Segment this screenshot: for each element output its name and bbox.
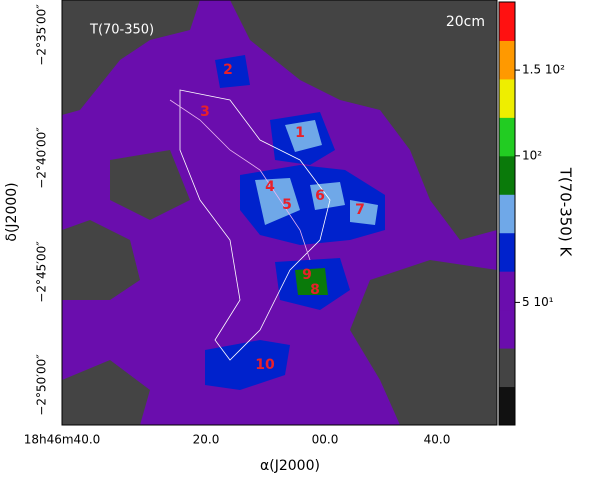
colorbar-swatch	[499, 2, 515, 41]
contour	[169, 99, 311, 261]
colorbar-swatch	[499, 348, 515, 388]
cold-region	[230, 0, 497, 240]
region-label: 6	[315, 188, 325, 204]
region-label: 2	[223, 62, 233, 78]
y-tick-label: −2°40′00″	[35, 127, 49, 189]
cold-region	[62, 0, 200, 115]
frame	[61, 0, 498, 426]
region-label: 7	[355, 202, 365, 218]
hot-region	[285, 120, 322, 152]
cold-region	[62, 220, 140, 300]
colorbar-swatch	[499, 386, 515, 426]
cold-region	[350, 260, 497, 425]
region-label: 9	[302, 267, 312, 283]
hot-region	[295, 268, 328, 295]
colorbar-label: T(70-350) K	[557, 167, 575, 258]
x-tick-label: 18h46m40.0	[24, 433, 101, 447]
x-tick-label: 20.0	[193, 433, 220, 447]
region-label: 3	[200, 104, 210, 120]
colorbar-swatch	[499, 194, 515, 234]
colorbar-tick-label: 10²	[522, 148, 542, 162]
x-axis-label: α(J2000)	[260, 458, 320, 474]
region-label: 10	[255, 357, 275, 373]
cold-region	[62, 360, 150, 425]
band-label: 20cm	[446, 14, 485, 30]
region-label: 5	[282, 197, 292, 213]
colorbar-swatch	[499, 78, 515, 118]
y-tick-label: −2°35′00″	[35, 4, 49, 66]
x-tick-label: 00.0	[312, 433, 339, 447]
colorbar-tick-label: 5 10¹	[522, 295, 554, 309]
region-label: 8	[310, 282, 320, 298]
warm-region	[215, 55, 250, 88]
y-tick-label: −2°45′00″	[35, 241, 49, 303]
y-axis-label: δ(J2000)	[4, 182, 20, 241]
colorbar-swatch	[499, 40, 515, 80]
map-title: T(70-350)	[89, 23, 154, 38]
colorbar-swatch	[499, 232, 515, 272]
region-label: 1	[295, 125, 305, 141]
contour	[179, 89, 331, 361]
region-label: 4	[265, 179, 275, 195]
warm-region	[205, 340, 290, 390]
map	[62, 0, 497, 425]
colorbar-swatch	[499, 271, 515, 311]
x-tick-label: 40.0	[424, 433, 451, 447]
y-tick-label: −2°50′00″	[35, 354, 49, 416]
colorbar-swatch	[499, 117, 515, 157]
colorbar-frame	[498, 1, 516, 426]
hot-region	[255, 178, 378, 225]
colorbar-swatch	[499, 309, 515, 349]
colorbar-tick-label: 1.5 10²	[522, 63, 565, 77]
colorbar-swatch	[499, 155, 515, 195]
cold-region	[110, 150, 190, 220]
